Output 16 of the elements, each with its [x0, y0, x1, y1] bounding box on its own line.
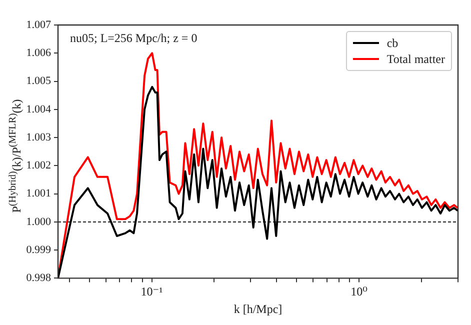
y-tick-label: 1.002 — [26, 160, 51, 172]
y-tick-label: 1.006 — [26, 47, 52, 60]
legend-label: cb — [386, 35, 398, 51]
legend-label: Total matter — [386, 51, 445, 67]
y-tick-label: 0.999 — [26, 244, 52, 256]
y-tick-label: 1.000 — [26, 216, 52, 228]
annotation: nu05; L=256 Mpc/h; z = 0 — [70, 31, 198, 46]
y-tick-label: 1.005 — [26, 75, 52, 88]
y-tick-label: 1.004 — [26, 103, 52, 116]
y-tick-label: 1.003 — [26, 131, 52, 144]
y-tick-label: 1.001 — [26, 188, 51, 200]
y-tick-label: 0.998 — [26, 272, 52, 284]
x-tick-label: 10⁻¹ — [140, 284, 164, 299]
x-tick-label: 10⁰ — [350, 284, 368, 299]
x-axis-title: k [h/Mpc] — [234, 302, 282, 316]
y-tick-label: 1.007 — [26, 18, 52, 31]
